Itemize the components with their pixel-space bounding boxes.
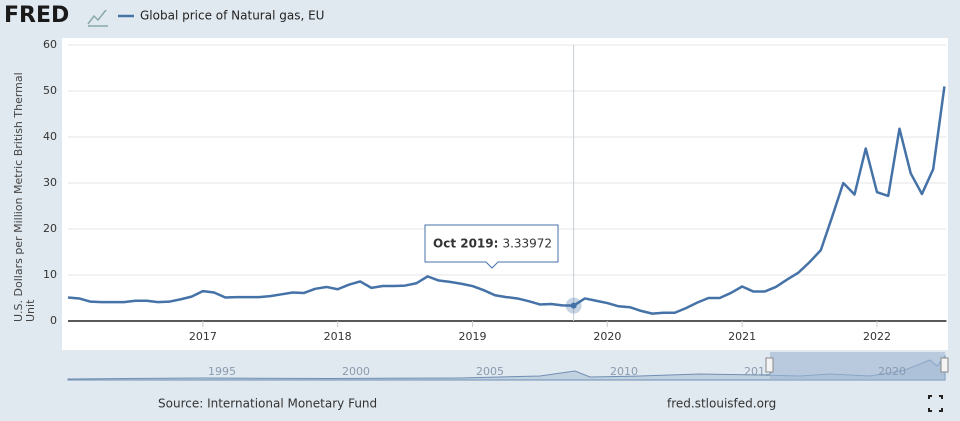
y-tick-label: 40 bbox=[43, 130, 57, 143]
y-tick-label: 0 bbox=[50, 314, 57, 327]
tooltip: Oct 2019: 3.33972 bbox=[433, 236, 552, 250]
navigator-label: 2015 bbox=[744, 365, 772, 378]
navigator-selection[interactable] bbox=[770, 352, 945, 380]
legend-label: Global price of Natural gas, EU bbox=[140, 9, 324, 23]
x-tick-label: 2021 bbox=[728, 330, 756, 343]
plot: 0 10 20 30 40 50 60 2017 2018 2019 2020 2021 2022 Oct… bbox=[43, 38, 947, 343]
navigator-label: 2010 bbox=[610, 365, 638, 378]
logo-icon bbox=[87, 9, 108, 27]
y-axis-label: U.S. Dollars per Million Metric British … bbox=[12, 72, 37, 322]
site: fred.stlouisfed.org bbox=[667, 397, 776, 411]
y-tick-label: 10 bbox=[43, 268, 57, 281]
navigator-labels: 1995 2000 2005 2010 2015 2020 bbox=[208, 365, 906, 378]
y-tick-label: 60 bbox=[43, 38, 57, 51]
source: Source: International Monetary Fund bbox=[158, 397, 377, 411]
navigator-label: 2005 bbox=[476, 365, 504, 378]
y-axis-label-line: U.S. Dollars per Million Metric British … bbox=[12, 72, 25, 322]
tooltip-value: 3.33972 bbox=[502, 236, 552, 250]
series-line bbox=[67, 86, 946, 315]
logo: FRED bbox=[4, 3, 69, 28]
x-tick-label: 2019 bbox=[459, 330, 487, 343]
fullscreen-button[interactable] bbox=[928, 395, 943, 412]
x-tick-label: 2017 bbox=[189, 330, 217, 343]
navigator-handle[interactable] bbox=[940, 357, 949, 373]
navigator-label: 2000 bbox=[342, 365, 370, 378]
navigator-label: 2020 bbox=[878, 365, 906, 378]
y-tick-label: 30 bbox=[43, 176, 57, 189]
x-tick-label: 2020 bbox=[593, 330, 621, 343]
navigator bbox=[67, 352, 949, 381]
hover-point bbox=[570, 302, 577, 309]
y-tick-label: 20 bbox=[43, 222, 57, 235]
y-tick-label: 50 bbox=[43, 84, 57, 97]
plot-area bbox=[62, 38, 948, 350]
x-tick-label: 2018 bbox=[324, 330, 352, 343]
navigator-handle[interactable] bbox=[765, 357, 774, 373]
x-tick-label: 2022 bbox=[863, 330, 891, 343]
tooltip-box bbox=[424, 224, 559, 269]
navigator-label: 1995 bbox=[208, 365, 236, 378]
y-axis-label-line: Unit bbox=[24, 299, 37, 322]
tooltip-date: Oct 2019: bbox=[433, 236, 498, 250]
